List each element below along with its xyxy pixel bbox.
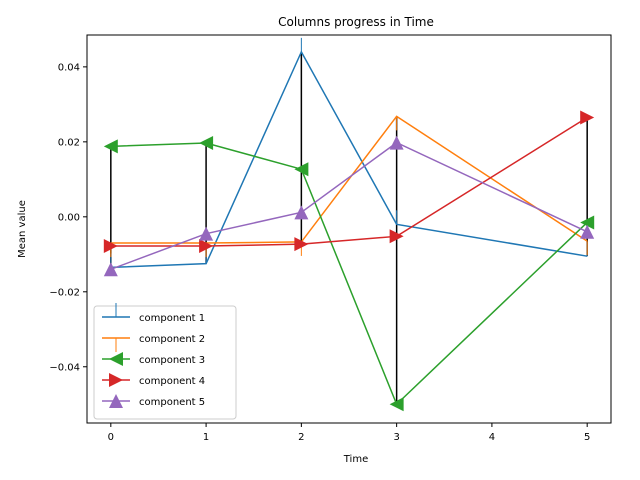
axes-frame [86,34,612,424]
data-point [109,352,123,366]
data-point [389,135,404,150]
legend: component 1 component 2 component 3 compone… [93,303,237,420]
x-tick-label: 4 [489,432,495,443]
data-point [199,226,214,241]
plot-area [103,37,595,412]
x-tick-label: 3 [393,432,399,443]
data-point [580,110,595,125]
data-point [294,205,309,220]
y-tick-label: 0.02 [58,137,80,148]
data-point [389,397,404,412]
data-point [109,394,123,408]
y-tick-label: 0.04 [58,62,80,73]
legend-label: component 5 [139,397,205,408]
y-tick-label: −0.02 [49,287,80,298]
x-axis-label: Time [343,454,368,465]
legend-label: component 4 [139,376,205,387]
y-tick-label: −0.04 [49,362,80,373]
x-tick-label: 5 [584,432,590,443]
x-tick-label: 1 [203,432,209,443]
x-tick-label: 0 [108,432,114,443]
data-point [103,262,118,277]
data-point [389,229,404,244]
data-point [103,239,118,254]
data-point [294,162,309,177]
axis-ticks: 0 1 2 3 4 5 −0.04 −0.02 0.00 0.02 0.04 [49,62,590,443]
legend-label: component 1 [139,313,205,324]
x-tick-label: 2 [298,432,304,443]
y-axis-label: Mean value [17,200,28,258]
legend-label: component 3 [139,355,205,366]
series-line-1 [110,50,588,269]
data-point [199,239,214,254]
data-point [580,215,595,230]
data-point [109,373,123,387]
data-point [199,135,214,150]
y-tick-label: 0.00 [58,212,80,223]
legend-label: component 2 [139,334,205,345]
chart-title: Columns progress in Time [278,15,434,29]
data-point [294,237,309,252]
data-point [103,139,118,154]
legend-box [93,305,237,420]
data-point [580,224,595,239]
series-line-2 [110,115,588,244]
